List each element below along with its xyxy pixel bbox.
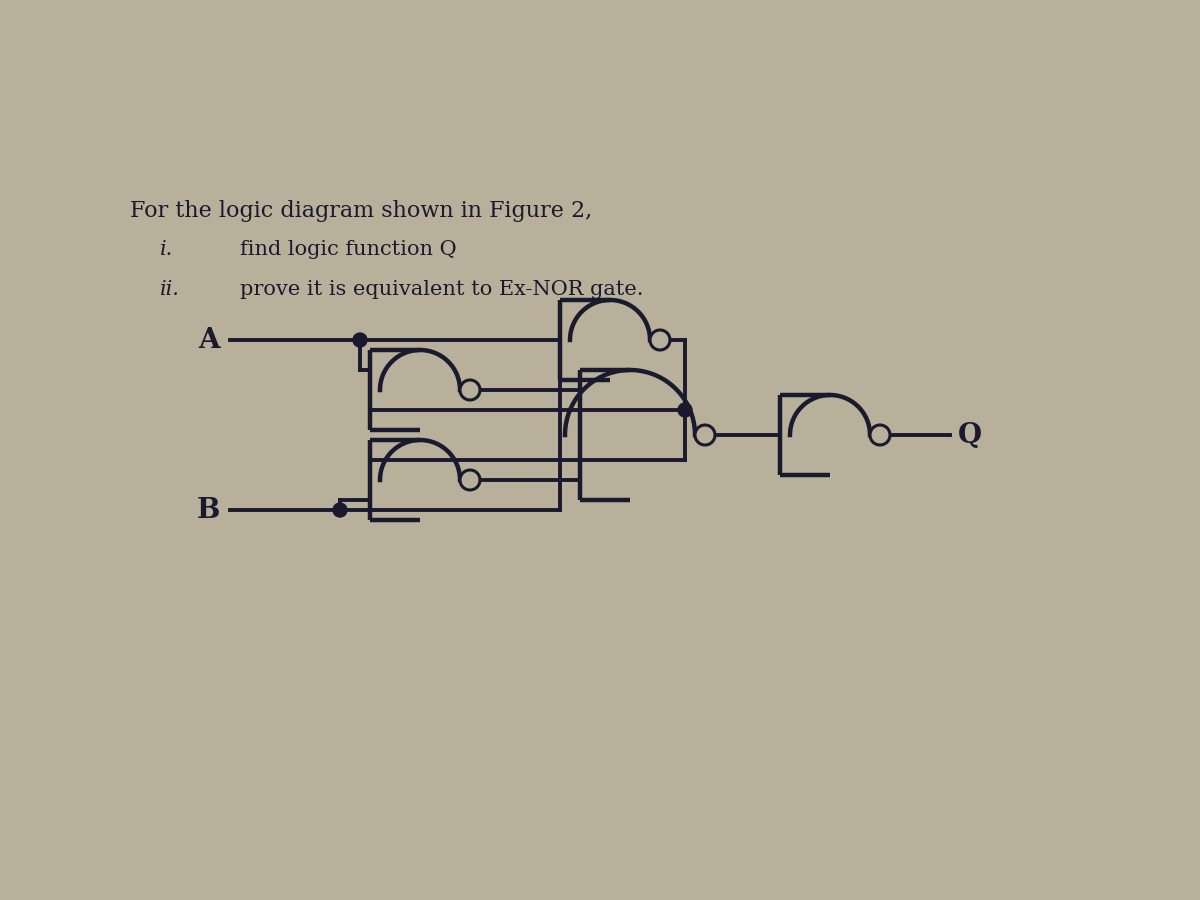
Text: i.: i.	[160, 240, 173, 259]
Text: A: A	[198, 327, 220, 354]
Circle shape	[650, 330, 670, 350]
Circle shape	[460, 470, 480, 490]
Text: prove it is equivalent to Ex-NOR gate.: prove it is equivalent to Ex-NOR gate.	[240, 280, 643, 299]
Circle shape	[870, 425, 890, 445]
Text: B: B	[197, 497, 220, 524]
Circle shape	[334, 503, 347, 517]
Circle shape	[353, 333, 367, 347]
Circle shape	[678, 403, 692, 417]
Circle shape	[695, 425, 715, 445]
Text: find logic function Q: find logic function Q	[240, 240, 457, 259]
Text: Q: Q	[958, 421, 982, 448]
Text: ii.: ii.	[160, 280, 180, 299]
Text: For the logic diagram shown in Figure 2,: For the logic diagram shown in Figure 2,	[130, 200, 593, 222]
Circle shape	[460, 380, 480, 400]
